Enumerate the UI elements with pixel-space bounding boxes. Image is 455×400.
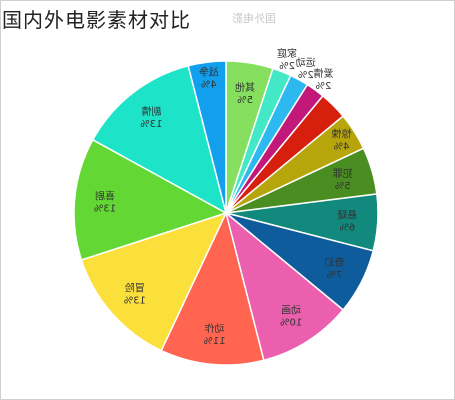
slice-label-6: 犯罪 — [333, 168, 353, 180]
slice-percent-14: 4% — [201, 79, 217, 90]
slice-percent-1: 2% — [279, 61, 295, 72]
pie-slice-9 — [224, 210, 345, 362]
slice-label-13: 剧情 — [141, 105, 161, 118]
slice-percent-0: 5% — [237, 95, 253, 106]
slice-label-10: 动作 — [205, 323, 225, 335]
slice-label-9: 动画 — [281, 305, 301, 317]
slice-percent-2: 2% — [298, 70, 314, 81]
slice-percent-9: 10% — [280, 318, 302, 329]
slice-label-11: 冒险 — [125, 281, 145, 294]
slice-label-8: 奇幻 — [324, 256, 344, 269]
slice-percent-5: 4% — [334, 142, 350, 153]
slice-percent-10: 11% — [203, 336, 225, 347]
pie-slices — [73, 60, 379, 366]
pie-slice-11 — [80, 211, 228, 352]
slice-label-0: 其他 — [235, 81, 255, 94]
slice-label-7: 悬疑 — [337, 210, 357, 222]
slice-percent-13: 13% — [140, 119, 162, 130]
page-title: 国内外电影素材对比 — [2, 8, 191, 32]
slice-label-3: 爱情 — [313, 67, 333, 80]
pie-slice-13 — [91, 64, 228, 215]
slice-percent-11: 13% — [124, 295, 146, 306]
pie-slice-14 — [187, 60, 227, 214]
slice-label-14: 战争 — [199, 65, 219, 78]
slice-percent-6: 5% — [335, 181, 351, 192]
pie-slice-10 — [160, 210, 265, 366]
pie-slice-12 — [73, 138, 228, 261]
slice-label-1: 家庭 — [277, 47, 297, 60]
slice-label-12: 喜剧 — [95, 190, 115, 203]
slice-percent-3: 2% — [315, 81, 331, 92]
slice-percent-7: 6% — [339, 223, 355, 234]
slice-percent-8: 7% — [326, 270, 342, 281]
slice-percent-12: 13% — [94, 204, 116, 215]
pie-labels: 其他5%家庭2% 运动2% 爱情2%惊悚4%犯罪5%悬疑6%奇幻7%动画10%动作1… — [94, 47, 357, 347]
slice-label-2: 运动 — [296, 57, 316, 69]
slice-label-5: 惊悚 — [332, 128, 352, 141]
